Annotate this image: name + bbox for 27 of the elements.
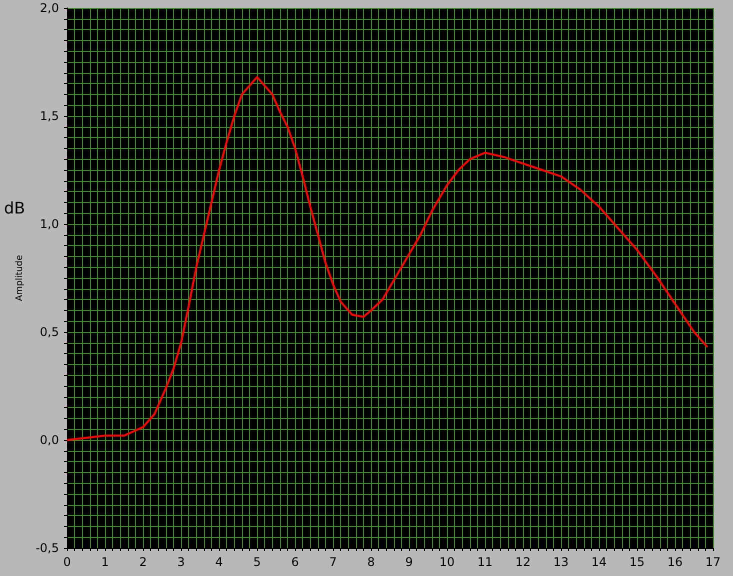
x-tick-label: 7 (329, 555, 337, 569)
text: dB (4, 198, 26, 218)
x-tick-label: 5 (253, 555, 261, 569)
y-tick-label: 1,0 (40, 217, 59, 231)
y-tick-label: -0,5 (36, 541, 59, 555)
x-tick-label: 8 (367, 555, 375, 569)
x-tick-label: 13 (553, 555, 569, 569)
x-tick-label: 11 (477, 555, 493, 569)
x-tick-label: 10 (439, 555, 455, 569)
x-tick-label: 14 (591, 555, 607, 569)
x-tick-label: 9 (405, 555, 413, 569)
y-tick-label: 2,0 (40, 1, 59, 15)
y-axis-title: Amplitude (15, 254, 26, 302)
x-tick-label: 3 (177, 555, 185, 569)
x-tick-label: 6 (291, 555, 299, 569)
x-tick-label: 4 (215, 555, 223, 569)
x-tick-label: 17 (705, 555, 721, 569)
y-tick-label: 1,5 (40, 109, 59, 123)
y-tick-label: 0,0 (40, 433, 59, 447)
y-tick-label: 0,5 (40, 325, 59, 339)
x-tick-label: 16 (667, 555, 683, 569)
x-tick-label: 1 (101, 555, 109, 569)
x-tick-label: 0 (63, 555, 71, 569)
x-tick-label: 15 (629, 555, 645, 569)
x-tick-label: 12 (515, 555, 531, 569)
line-series (66, 76, 708, 441)
x-tick-label: 2 (139, 555, 147, 569)
